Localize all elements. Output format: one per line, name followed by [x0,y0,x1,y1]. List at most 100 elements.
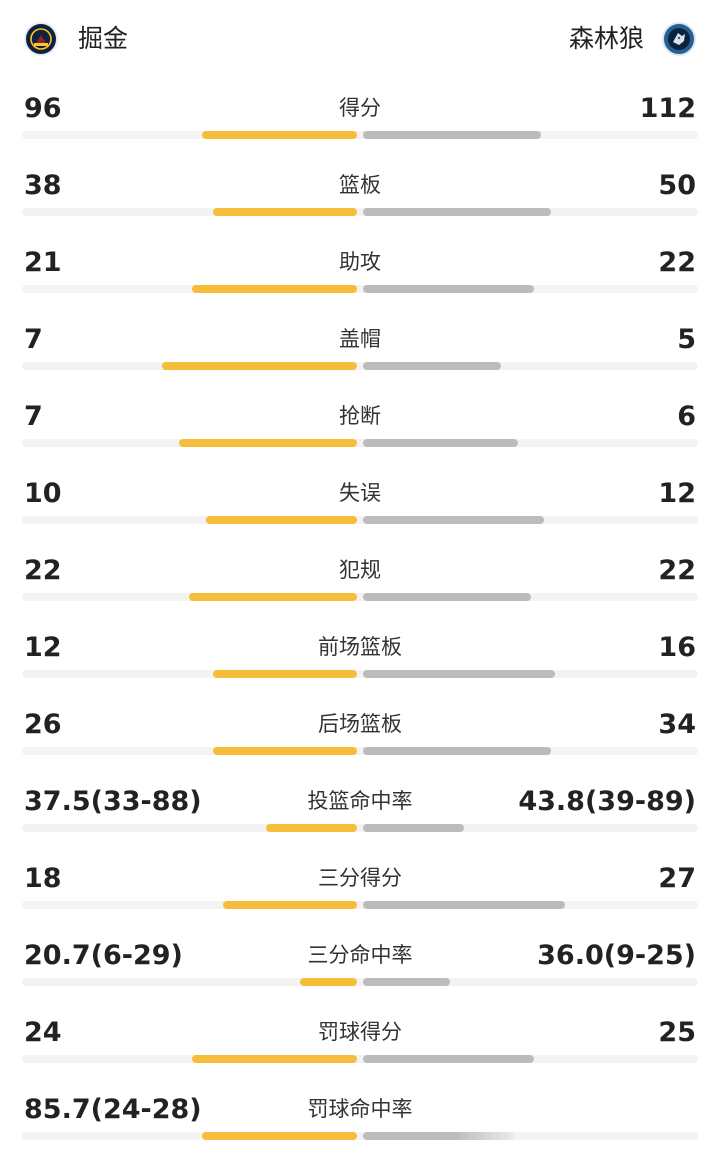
stat-label: 罚球得分 [318,1020,402,1044]
stat-label: 得分 [339,96,381,120]
stat-row: 22 犯规 22 [0,545,720,622]
stat-row: 96 得分 112 [0,83,720,160]
home-stat-bar [213,670,357,678]
away-stat-bar [363,824,464,832]
stat-row: 10 失误 12 [0,468,720,545]
away-stat-value: 5 [677,324,696,355]
stat-bar-track [22,978,698,986]
stat-label: 失误 [339,481,381,505]
stat-row: 18 三分得分 27 [0,853,720,930]
home-stat-value: 20.7(6-29) [24,940,183,971]
stat-row: 37.5(33-88) 投篮命中率 43.8(39-89) [0,776,720,853]
away-stat-value: 34 [658,709,696,740]
home-team-name: 掘金 [78,24,129,53]
home-stat-bar [206,516,357,524]
stat-label: 抢断 [339,404,381,428]
stat-row: 21 助攻 22 [0,237,720,314]
away-stat-bar [363,901,565,909]
home-stat-bar [189,593,357,601]
away-stat-bar [363,747,551,755]
stat-label: 犯规 [339,558,381,582]
away-stat-bar [363,131,541,139]
timberwolves-logo-icon [662,22,696,56]
stat-label: 后场篮板 [318,712,402,736]
home-stat-value: 96 [24,93,62,124]
home-stat-bar [192,285,357,293]
team-header: 掘金 森林狼 [0,0,720,80]
stat-bar-track [22,285,698,293]
home-stat-bar [266,824,357,832]
home-stat-value: 7 [24,324,43,355]
stat-bar-track [22,824,698,832]
stat-bar-track [22,670,698,678]
stat-bar-track [22,362,698,370]
away-stat-bar [363,285,534,293]
stat-label: 篮板 [339,173,381,197]
stat-bar-track [22,131,698,139]
stat-bar-track [22,593,698,601]
home-stat-value: 85.7(24-28) [24,1094,202,1125]
stat-row: 7 抢断 6 [0,391,720,468]
stat-row: 85.7(24-28) 罚球命中率 [0,1084,720,1161]
home-stat-value: 18 [24,863,62,894]
away-stat-value: 22 [658,247,696,278]
stat-label: 罚球命中率 [307,1097,413,1121]
home-stat-bar [213,208,357,216]
home-stat-bar [162,362,357,370]
home-stat-bar [202,131,357,139]
home-stat-bar [223,901,357,909]
stat-row: 12 前场篮板 16 [0,622,720,699]
nuggets-logo-icon [24,22,58,56]
stat-bar-track [22,1055,698,1063]
stat-label: 盖帽 [339,327,381,351]
away-stat-bar [363,362,501,370]
stat-comparison-list: 96 得分 112 38 篮板 50 21 助攻 22 7 盖帽 5 7 抢断 6 10 失误 12 22 犯规 22 1… [0,83,720,1161]
away-stat-value: 112 [639,93,696,124]
away-team-name: 森林狼 [568,24,644,53]
away-stat-bar [363,978,450,986]
stat-row: 38 篮板 50 [0,160,720,237]
stat-row: 7 盖帽 5 [0,314,720,391]
home-stat-value: 26 [24,709,62,740]
away-stat-bar [363,1055,534,1063]
away-stat-value: 36.0(9-25) [537,940,696,971]
home-stat-bar [213,747,357,755]
home-stat-value: 21 [24,247,62,278]
stat-label: 前场篮板 [318,635,402,659]
home-stat-value: 10 [24,478,62,509]
home-stat-value: 37.5(33-88) [24,786,202,817]
away-stat-value: 16 [658,632,696,663]
away-stat-bar [363,208,551,216]
stat-bar-track [22,439,698,447]
home-stat-bar [202,1132,357,1140]
home-stat-bar [300,978,357,986]
stat-bar-track [22,516,698,524]
home-stat-value: 38 [24,170,62,201]
away-stat-value: 43.8(39-89) [518,786,696,817]
away-stat-value: 22 [658,555,696,586]
stat-label: 助攻 [339,250,381,274]
away-stat-value: 6 [677,401,696,432]
stat-label: 三分命中率 [307,943,413,967]
away-stat-value: 27 [658,863,696,894]
stat-row: 20.7(6-29) 三分命中率 36.0(9-25) [0,930,720,1007]
stat-label: 投篮命中率 [307,789,413,813]
home-stat-value: 24 [24,1017,62,1048]
away-stat-value: 12 [658,478,696,509]
stat-row: 24 罚球得分 25 [0,1007,720,1084]
away-stat-bar [363,670,555,678]
home-stat-value: 12 [24,632,62,663]
stat-bar-track [22,901,698,909]
away-stat-bar [363,439,518,447]
away-stat-value: 50 [658,170,696,201]
away-stat-bar [363,1132,514,1140]
stat-bar-track [22,747,698,755]
home-stat-value: 7 [24,401,43,432]
stat-bar-track [22,208,698,216]
away-stat-value: 25 [658,1017,696,1048]
stat-bar-track [22,1132,698,1140]
stat-row: 26 后场篮板 34 [0,699,720,776]
away-stat-bar [363,516,544,524]
away-stat-bar [363,593,531,601]
stat-label: 三分得分 [318,866,402,890]
